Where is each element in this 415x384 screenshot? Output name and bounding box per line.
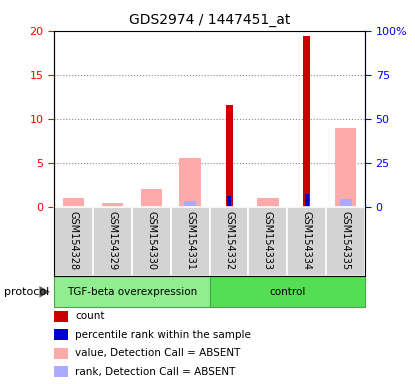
Bar	[305, 194, 309, 207]
Bar	[54, 329, 68, 340]
Title: GDS2974 / 1447451_at: GDS2974 / 1447451_at	[129, 13, 290, 27]
Text: percentile rank within the sample: percentile rank within the sample	[76, 330, 251, 340]
Bar	[93, 207, 132, 276]
Bar	[54, 207, 93, 276]
Bar	[132, 207, 171, 276]
Text: GSM154331: GSM154331	[185, 211, 195, 270]
Text: GSM154329: GSM154329	[107, 211, 117, 270]
Bar	[340, 199, 352, 207]
Bar	[184, 201, 196, 207]
Bar	[287, 207, 326, 276]
Text: GSM154333: GSM154333	[263, 211, 273, 270]
Bar	[171, 207, 210, 276]
Text: GSM154330: GSM154330	[146, 211, 156, 270]
Text: control: control	[269, 287, 305, 297]
Text: protocol: protocol	[4, 287, 49, 297]
Bar	[54, 366, 68, 377]
Bar	[54, 348, 68, 359]
Bar	[210, 276, 365, 307]
Bar	[102, 203, 123, 207]
Bar	[335, 128, 356, 207]
Bar	[54, 311, 68, 322]
Bar	[303, 36, 310, 207]
Bar	[225, 105, 232, 207]
Bar	[54, 276, 210, 307]
Bar	[141, 189, 162, 207]
Bar	[326, 207, 365, 276]
Polygon shape	[39, 286, 50, 298]
Bar	[63, 198, 84, 207]
Text: GSM154328: GSM154328	[68, 211, 78, 270]
Bar	[249, 207, 287, 276]
Bar	[257, 198, 278, 207]
Text: GSM154334: GSM154334	[302, 211, 312, 270]
Text: value, Detection Call = ABSENT: value, Detection Call = ABSENT	[76, 348, 241, 358]
Bar	[68, 206, 79, 207]
Bar	[210, 207, 249, 276]
Text: rank, Detection Call = ABSENT: rank, Detection Call = ABSENT	[76, 367, 236, 377]
Text: GSM154332: GSM154332	[224, 211, 234, 270]
Text: count: count	[76, 311, 105, 321]
Text: GSM154335: GSM154335	[341, 211, 351, 270]
Text: TGF-beta overexpression: TGF-beta overexpression	[67, 287, 197, 297]
Bar	[227, 196, 231, 207]
Bar	[179, 158, 201, 207]
